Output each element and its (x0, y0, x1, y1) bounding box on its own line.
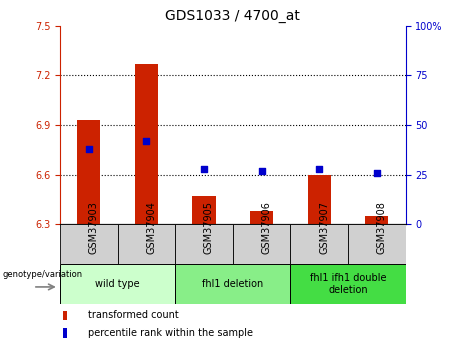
Point (373, 170, 381, 175)
Bar (193, 196, 216, 224)
Bar (290, 264, 406, 304)
Text: percentile rank within the sample: percentile rank within the sample (88, 328, 253, 338)
Bar (233, 224, 290, 264)
Bar (118, 224, 175, 264)
Text: fhl1 deletion: fhl1 deletion (202, 279, 263, 289)
Bar (77, 120, 100, 224)
Bar (308, 175, 331, 224)
Bar (135, 64, 158, 224)
Bar (250, 211, 273, 224)
Point (142, 138, 150, 144)
Bar (175, 224, 233, 264)
Bar (60, 224, 118, 264)
Text: wild type: wild type (95, 279, 140, 289)
Bar (64, 328, 67, 338)
Text: GSM37908: GSM37908 (377, 201, 387, 254)
Point (200, 166, 207, 171)
Text: GSM37903: GSM37903 (89, 201, 99, 254)
Text: GSM37906: GSM37906 (262, 201, 272, 254)
Text: GSM37907: GSM37907 (319, 201, 329, 254)
Bar (64, 310, 67, 320)
Point (258, 168, 266, 174)
Text: GSM37904: GSM37904 (146, 201, 156, 254)
Text: transformed count: transformed count (88, 310, 178, 320)
Bar (365, 216, 388, 224)
Text: genotype/variation: genotype/variation (3, 270, 83, 279)
Point (315, 166, 323, 171)
Text: fhl1 ifh1 double
deletion: fhl1 ifh1 double deletion (310, 273, 386, 295)
Point (85, 146, 92, 151)
Bar (290, 224, 348, 264)
Bar (348, 224, 406, 264)
Title: GDS1033 / 4700_at: GDS1033 / 4700_at (165, 9, 300, 23)
Bar (60, 264, 175, 304)
Text: GSM37905: GSM37905 (204, 201, 214, 254)
Bar (175, 264, 290, 304)
